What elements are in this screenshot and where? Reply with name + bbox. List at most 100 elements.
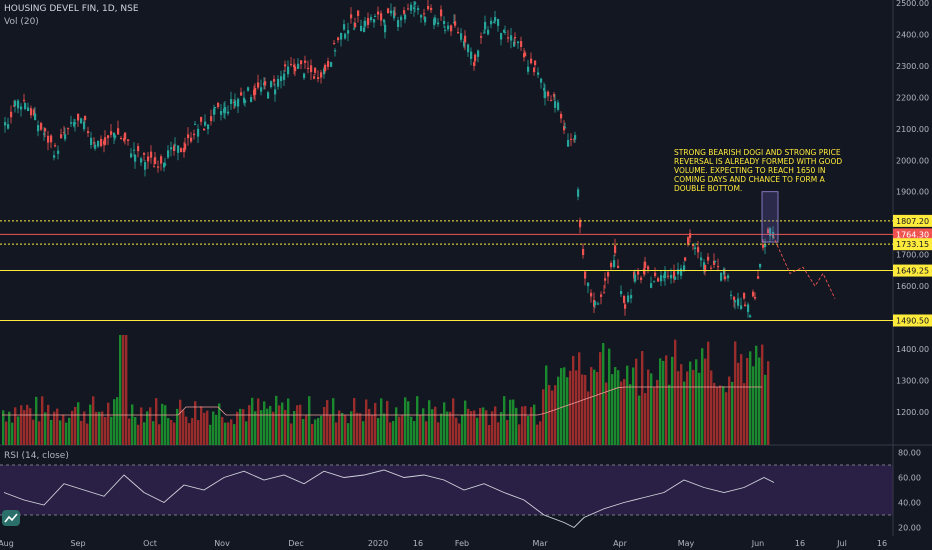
candle-body xyxy=(503,29,506,33)
symbol-title: HOUSING DEVEL FIN, 1D, NSE xyxy=(4,4,139,14)
volume-bar xyxy=(101,411,104,445)
volume-bar xyxy=(227,422,230,445)
candle-body xyxy=(557,102,560,110)
candle-body xyxy=(724,276,727,280)
price-tick-label: 1900.00 xyxy=(896,188,929,197)
volume-bar xyxy=(371,414,374,445)
candle-body xyxy=(383,19,386,23)
candle-body xyxy=(743,293,746,299)
volume-bar xyxy=(368,408,371,445)
candle-body xyxy=(752,291,755,297)
candle-body xyxy=(713,260,716,265)
candle-body xyxy=(44,128,47,132)
candle-body xyxy=(314,67,317,73)
volume-bar xyxy=(194,401,197,445)
candle-body xyxy=(464,35,467,43)
volume-bar xyxy=(68,417,71,445)
time-tick-label: May xyxy=(678,539,695,548)
volume-bar xyxy=(26,404,29,445)
candle-body xyxy=(87,131,90,134)
volume-bar xyxy=(500,412,503,445)
candle-body xyxy=(334,50,337,52)
candle-body xyxy=(284,64,287,67)
candle-body xyxy=(114,135,117,138)
candle-body xyxy=(247,87,250,91)
candle-body xyxy=(544,91,547,98)
candle-body xyxy=(177,145,180,153)
volume-bar xyxy=(473,410,476,445)
volume-bar xyxy=(35,396,38,445)
candle-body xyxy=(653,281,656,283)
candle-body xyxy=(710,267,713,269)
tradingview-logo-icon[interactable] xyxy=(2,510,20,526)
candle-body xyxy=(384,24,387,33)
volume-bar xyxy=(338,410,341,445)
volume-bar xyxy=(422,408,425,445)
volume-bar xyxy=(524,406,527,445)
volume-bar xyxy=(257,398,260,445)
candle-body xyxy=(357,10,360,16)
candle-body xyxy=(13,105,16,107)
volume-bar xyxy=(119,335,122,445)
volume-bar xyxy=(125,335,128,445)
candle-body xyxy=(637,271,640,275)
candle-body xyxy=(727,275,730,279)
candle-body xyxy=(543,88,546,91)
volume-bar xyxy=(542,389,545,445)
volume-bar xyxy=(413,421,416,445)
candle-body xyxy=(354,22,357,28)
volume-bar xyxy=(434,406,437,445)
candle-body xyxy=(153,166,156,168)
rsi-tick-label: 20.00 xyxy=(898,524,921,533)
volume-bar xyxy=(395,407,398,445)
candle-body xyxy=(654,272,657,276)
volume-bar xyxy=(554,385,557,445)
candle-body xyxy=(60,134,63,138)
candle-body xyxy=(180,148,183,153)
candle-body xyxy=(264,81,267,86)
volume-bar xyxy=(527,416,530,445)
candle-body xyxy=(193,133,196,136)
candle-body xyxy=(660,275,663,282)
volume-bar xyxy=(116,397,119,445)
candle-body xyxy=(772,231,775,238)
candle-body xyxy=(234,100,237,107)
candle-body xyxy=(93,142,96,144)
volume-bar xyxy=(635,358,638,445)
volume-bar xyxy=(65,422,68,445)
candle-body xyxy=(110,131,113,135)
volume-bar xyxy=(437,422,440,445)
volume-bar xyxy=(545,365,548,445)
candle-body xyxy=(520,41,523,47)
candle-body xyxy=(367,18,370,25)
volume-bar xyxy=(113,399,116,445)
candle-body xyxy=(582,248,585,255)
volume-bar xyxy=(758,357,761,445)
candle-body xyxy=(43,133,46,135)
volume-bar xyxy=(302,418,305,445)
candle-body xyxy=(380,13,383,21)
candle-body xyxy=(473,62,476,66)
candle-body xyxy=(694,247,697,250)
volume-bar xyxy=(377,418,380,445)
volume-bar xyxy=(263,401,266,445)
volume-bar xyxy=(533,404,536,445)
candle-body xyxy=(467,44,470,53)
volume-bar xyxy=(485,410,488,445)
volume-bar xyxy=(122,335,125,445)
volume-bar xyxy=(146,411,149,445)
candle-body xyxy=(430,7,433,11)
candle-body xyxy=(244,100,247,103)
candle-body xyxy=(463,40,466,47)
volume-bar xyxy=(290,423,293,445)
candle-body xyxy=(73,122,76,127)
candle-body xyxy=(730,294,733,296)
candle-body xyxy=(490,20,493,25)
candle-body xyxy=(483,32,486,34)
candle-body xyxy=(604,278,607,281)
volume-ma-line xyxy=(2,386,762,416)
volume-bar xyxy=(590,367,593,445)
candle-body xyxy=(144,162,147,170)
candle-body xyxy=(640,277,643,280)
